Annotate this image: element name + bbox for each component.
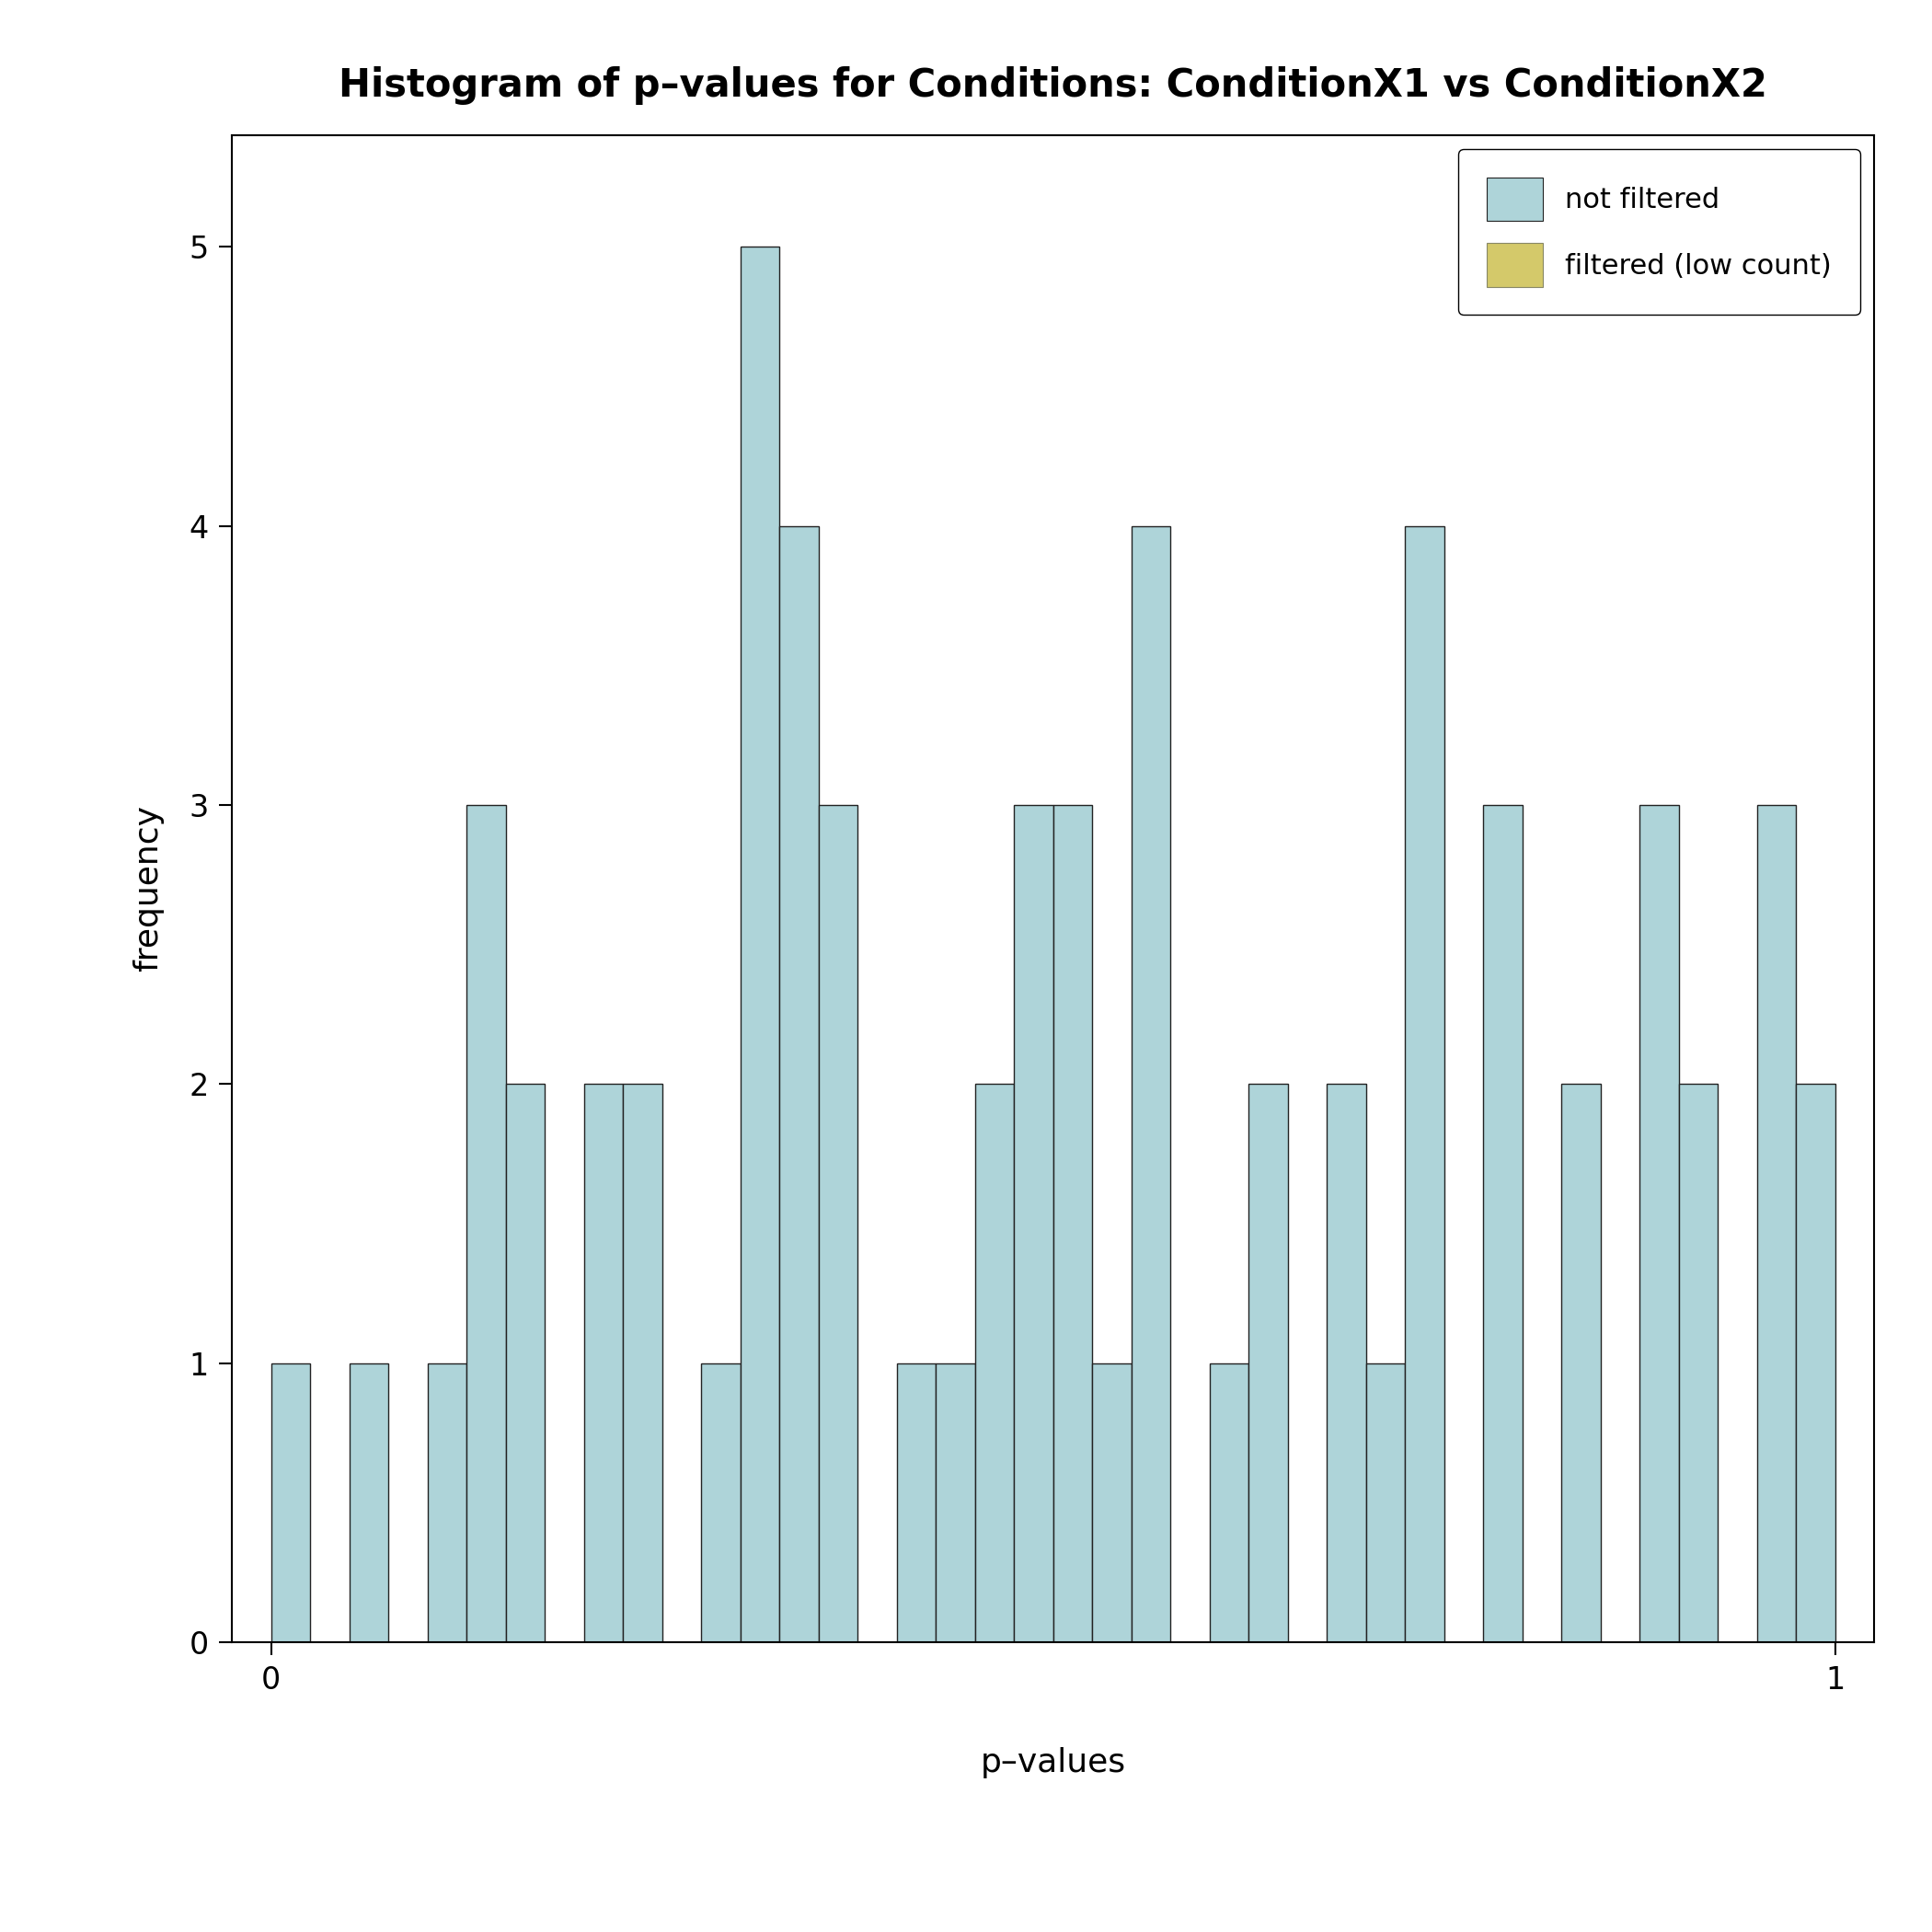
Bar — [1561, 1084, 1600, 1642]
Bar — [1484, 806, 1522, 1642]
Bar — [1679, 1084, 1718, 1642]
Bar — [1405, 526, 1443, 1642]
Bar — [1209, 1364, 1248, 1642]
Bar — [935, 1364, 976, 1642]
Bar — [466, 806, 506, 1642]
Bar — [1327, 1084, 1366, 1642]
Bar — [427, 1364, 466, 1642]
Bar — [819, 806, 858, 1642]
Bar — [1092, 1364, 1130, 1642]
Bar — [740, 247, 779, 1642]
Bar — [1756, 806, 1797, 1642]
Bar — [1640, 806, 1679, 1642]
Bar — [506, 1084, 545, 1642]
Bar — [622, 1084, 663, 1642]
Bar — [976, 1084, 1014, 1642]
Bar — [1874, 1084, 1913, 1642]
Bar — [779, 526, 819, 1642]
Bar — [1797, 1084, 1835, 1642]
Bar — [896, 1364, 935, 1642]
Bar — [1248, 1084, 1287, 1642]
Bar — [701, 1364, 740, 1642]
X-axis label: p–values: p–values — [980, 1747, 1126, 1777]
Y-axis label: frequency: frequency — [131, 806, 164, 972]
Bar — [350, 1364, 388, 1642]
Bar — [1366, 1364, 1405, 1642]
Bar — [583, 1084, 622, 1642]
Bar — [1130, 526, 1171, 1642]
Bar — [270, 1364, 309, 1642]
Bar — [1014, 806, 1053, 1642]
Title: Histogram of p–values for Conditions: ConditionX1 vs ConditionX2: Histogram of p–values for Conditions: Co… — [338, 66, 1768, 104]
Bar — [1053, 806, 1092, 1642]
Legend: not filtered, filtered (low count): not filtered, filtered (low count) — [1459, 149, 1861, 315]
